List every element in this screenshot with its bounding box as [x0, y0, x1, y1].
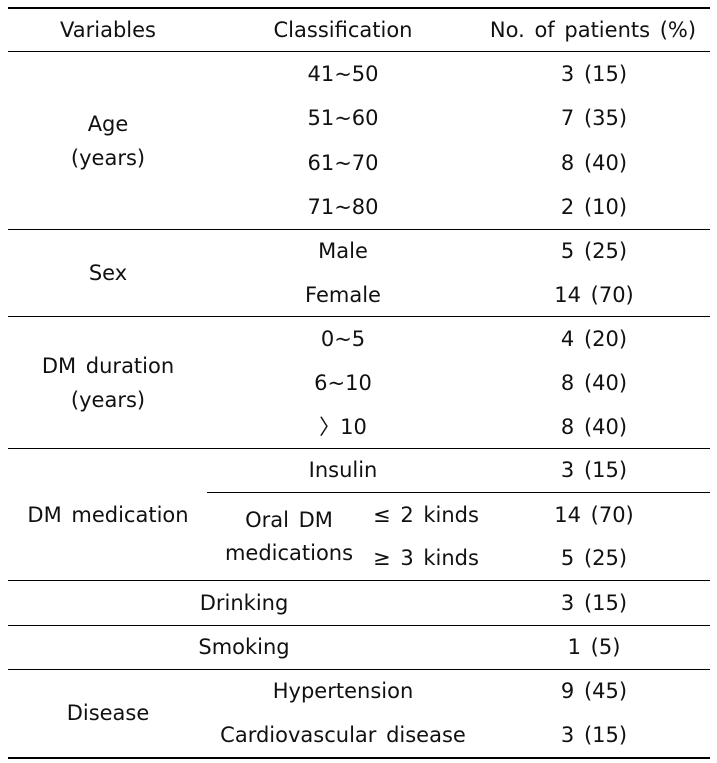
header-variables: Variables: [60, 18, 156, 42]
dm-duration-label-line1: DM duration: [41, 354, 175, 378]
oral-value-1: 14 (70): [554, 503, 634, 527]
sex-value-female: 14 (70): [554, 283, 634, 307]
dm-duration-label-line2: (years): [70, 388, 146, 412]
sex-label: Sex: [88, 261, 128, 285]
smoking-bottom-rule: [8, 669, 710, 670]
age-value-1: 3 (15): [560, 62, 628, 86]
oral-dm-label-line2: medications: [224, 541, 354, 565]
age-value-4: 2 (10): [560, 195, 628, 219]
age-bottom-rule: [8, 229, 710, 230]
header-classification: Classification: [273, 18, 413, 42]
drinking-bottom-rule: [8, 625, 710, 626]
age-class-3: 61~70: [307, 151, 379, 175]
disease-label: Disease: [66, 701, 150, 725]
age-value-3: 8 (40): [560, 151, 628, 175]
disease-value-cardiovascular: 3 (15): [560, 723, 628, 747]
drinking-label: Drinking: [199, 591, 289, 615]
sex-class-male: Male: [318, 239, 368, 263]
age-class-4: 71~80: [307, 195, 379, 219]
header-patients: No. of patients (%): [489, 18, 697, 42]
table-top-rule: [8, 7, 710, 9]
dm-duration-class-3: 〉10: [319, 415, 367, 439]
insulin-class: Insulin: [308, 458, 378, 482]
drinking-value: 3 (15): [560, 591, 628, 615]
smoking-value: 1 (5): [567, 635, 621, 659]
dm-duration-bottom-rule: [8, 448, 710, 449]
age-class-1: 41~50: [307, 62, 379, 86]
sex-bottom-rule: [8, 316, 710, 317]
oral-value-2: 5 (25): [560, 546, 628, 570]
oral-dm-label-line1: Oral DM: [245, 508, 333, 532]
table-bottom-rule: [8, 757, 710, 759]
age-label-line2: (years): [70, 146, 146, 170]
dm-duration-value-2: 8 (40): [560, 371, 628, 395]
header-bottom-rule: [8, 51, 710, 52]
oral-class-2: ≥ 3 kinds: [373, 546, 479, 570]
sex-value-male: 5 (25): [560, 239, 628, 263]
insulin-value: 3 (15): [560, 458, 628, 482]
smoking-label: Smoking: [198, 635, 290, 659]
dm-medication-label: DM medication: [27, 503, 189, 527]
age-label-line1: Age: [87, 112, 129, 136]
dm-duration-class-2: 6~10: [314, 371, 372, 395]
dm-duration-value-3: 8 (40): [560, 415, 628, 439]
oral-class-1: ≤ 2 kinds: [373, 503, 479, 527]
dm-duration-value-1: 4 (20): [560, 327, 628, 351]
age-value-2: 7 (35): [560, 106, 628, 130]
dm-duration-class-1: 0~5: [320, 327, 366, 351]
insulin-bottom-rule: [207, 492, 710, 493]
disease-value-hypertension: 9 (45): [560, 679, 628, 703]
age-class-2: 51~60: [307, 106, 379, 130]
disease-class-hypertension: Hypertension: [272, 679, 414, 703]
dm-medication-bottom-rule: [8, 580, 710, 581]
disease-class-cardiovascular: Cardiovascular disease: [220, 723, 466, 747]
sex-class-female: Female: [305, 283, 381, 307]
